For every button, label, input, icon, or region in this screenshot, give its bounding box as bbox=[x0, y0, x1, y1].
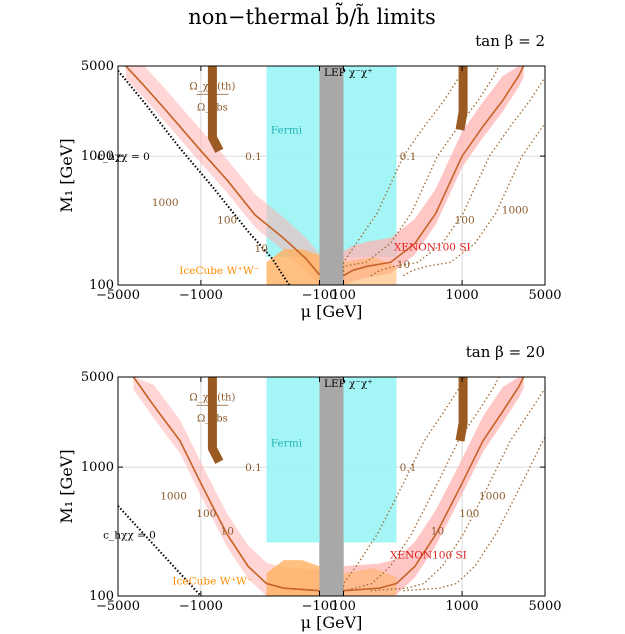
relic-contour bbox=[342, 377, 466, 591]
annotation-label: 100 bbox=[455, 214, 475, 226]
x-tick-label: −5000 bbox=[96, 288, 140, 303]
series-relic-right bbox=[343, 377, 525, 592]
x-tick-label: −1000 bbox=[179, 599, 223, 614]
annotation-label: 1000 bbox=[152, 197, 179, 209]
xenon100-band bbox=[343, 377, 524, 596]
annotation-label: 1000 bbox=[160, 491, 187, 503]
plot-area bbox=[118, 66, 545, 285]
annotation-label: Fermi bbox=[271, 437, 303, 449]
lep-band bbox=[319, 377, 344, 596]
y-tick-label: 100 bbox=[89, 278, 114, 293]
annotation-label: c_hχχ = 0 bbox=[103, 529, 156, 541]
relic-contour bbox=[370, 387, 545, 592]
plot-frame bbox=[117, 376, 546, 597]
annotation-label: Ω_χ^(th) bbox=[189, 81, 235, 92]
x-tick-label: 5000 bbox=[528, 599, 561, 614]
xenon100-band bbox=[343, 66, 524, 285]
plot-area bbox=[118, 377, 545, 596]
annotation-label: 100 bbox=[196, 508, 216, 520]
annotation-label: IceCube W⁺W⁻ bbox=[172, 575, 252, 587]
annotation-label: 10 bbox=[221, 525, 234, 537]
annotation-label: Ω_obs bbox=[197, 103, 228, 114]
annotation-label: LEP χ⁻χ⁺ bbox=[324, 378, 373, 390]
x-tick-label: 100 bbox=[331, 288, 356, 303]
xenon100-band-left bbox=[133, 377, 320, 596]
relic-wall-right bbox=[455, 377, 468, 442]
panel-label: tan β = 2 bbox=[475, 32, 545, 50]
relic-wall-left bbox=[207, 66, 224, 153]
annotation-label: XENON100 SI bbox=[394, 242, 471, 254]
annotation-label: XENON100 SI bbox=[390, 550, 467, 562]
annotation-label: 0.1 bbox=[400, 462, 417, 474]
series-relic-left bbox=[125, 66, 321, 276]
annotation-label: LEP χ⁻χ⁺ bbox=[324, 67, 373, 79]
plot-frame bbox=[117, 65, 546, 286]
series-relic-left bbox=[132, 377, 320, 592]
annotation-label: c_hχχ = 0 bbox=[97, 151, 150, 163]
x-axis-label: μ [GeV] bbox=[301, 613, 363, 632]
y-tick-label: 1000 bbox=[81, 149, 114, 164]
annotation-label: 10 bbox=[431, 525, 444, 537]
relic-contour bbox=[342, 66, 500, 276]
relic-contour bbox=[343, 377, 500, 592]
x-tick-label: −1000 bbox=[179, 288, 223, 303]
annotation-label: 1000 bbox=[479, 491, 506, 503]
y-tick-label: 5000 bbox=[81, 370, 114, 385]
figure-title: non−thermal b̃/h̃ limits bbox=[188, 2, 436, 29]
annotation-label: Ω_χ^(th) bbox=[189, 392, 235, 403]
x-tick-label: −5000 bbox=[96, 599, 140, 614]
x-axis-label: μ [GeV] bbox=[301, 302, 363, 321]
annotation-label: Fermi bbox=[271, 124, 303, 136]
y-tick-label: 1000 bbox=[81, 460, 114, 475]
x-tick-label: 1000 bbox=[446, 288, 479, 303]
x-tick-label: 100 bbox=[331, 599, 356, 614]
y-tick-label: 100 bbox=[89, 589, 114, 604]
annotation-label: 0.1 bbox=[245, 462, 262, 474]
y-axis-label: M₁ [GeV] bbox=[57, 449, 76, 523]
x-tick-label: 5000 bbox=[528, 288, 561, 303]
lep-band bbox=[319, 66, 344, 285]
annotation-label: 0.1 bbox=[245, 151, 262, 163]
annotation-label: Ω_obs bbox=[197, 414, 228, 425]
annotation-label: 10 bbox=[255, 243, 268, 255]
x-tick-label: −100 bbox=[302, 288, 338, 303]
annotation-label: 0.1 bbox=[400, 151, 417, 163]
relic-wall-right bbox=[455, 66, 468, 131]
annotation-label: IceCube W⁺W⁻ bbox=[179, 265, 259, 277]
x-tick-label: 1000 bbox=[446, 599, 479, 614]
y-axis-label: M₁ [GeV] bbox=[57, 138, 76, 212]
panel-label: tan β = 20 bbox=[466, 343, 545, 361]
annotation-label: 1000 bbox=[502, 204, 529, 216]
relic-contour bbox=[403, 436, 545, 592]
x-tick-label: −100 bbox=[302, 599, 338, 614]
annotation-label: 100 bbox=[459, 508, 479, 520]
annotation-label: 100 bbox=[217, 214, 237, 226]
series-relic-right bbox=[343, 66, 525, 277]
relic-wall-left bbox=[207, 377, 224, 464]
y-tick-label: 5000 bbox=[81, 59, 114, 74]
annotation-label: 10 bbox=[397, 259, 410, 271]
